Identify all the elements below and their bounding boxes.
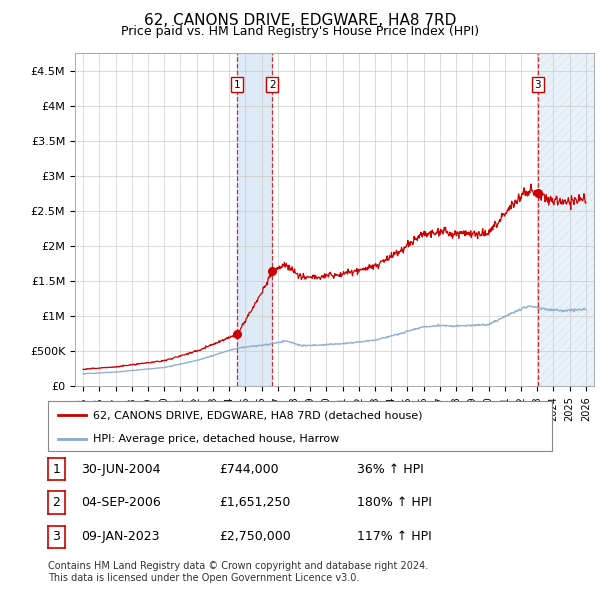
Text: 117% ↑ HPI: 117% ↑ HPI <box>357 530 432 543</box>
Text: 2: 2 <box>52 496 61 509</box>
Text: 09-JAN-2023: 09-JAN-2023 <box>81 530 160 543</box>
Text: 1: 1 <box>52 463 61 476</box>
Text: Contains HM Land Registry data © Crown copyright and database right 2024.
This d: Contains HM Land Registry data © Crown c… <box>48 561 428 583</box>
Text: 62, CANONS DRIVE, EDGWARE, HA8 7RD (detached house): 62, CANONS DRIVE, EDGWARE, HA8 7RD (deta… <box>94 410 423 420</box>
Text: £744,000: £744,000 <box>219 463 278 476</box>
Text: 36% ↑ HPI: 36% ↑ HPI <box>357 463 424 476</box>
Text: £2,750,000: £2,750,000 <box>219 530 291 543</box>
Text: 04-SEP-2006: 04-SEP-2006 <box>81 496 161 509</box>
Text: 1: 1 <box>234 80 241 90</box>
Text: 2: 2 <box>269 80 275 90</box>
Text: HPI: Average price, detached house, Harrow: HPI: Average price, detached house, Harr… <box>94 434 340 444</box>
Text: 30-JUN-2004: 30-JUN-2004 <box>81 463 161 476</box>
Text: 3: 3 <box>52 530 61 543</box>
Text: 180% ↑ HPI: 180% ↑ HPI <box>357 496 432 509</box>
Text: Price paid vs. HM Land Registry's House Price Index (HPI): Price paid vs. HM Land Registry's House … <box>121 25 479 38</box>
Text: £1,651,250: £1,651,250 <box>219 496 290 509</box>
Text: 3: 3 <box>535 80 541 90</box>
Bar <box>237 53 272 386</box>
Text: 62, CANONS DRIVE, EDGWARE, HA8 7RD: 62, CANONS DRIVE, EDGWARE, HA8 7RD <box>144 13 456 28</box>
Bar <box>538 53 594 386</box>
